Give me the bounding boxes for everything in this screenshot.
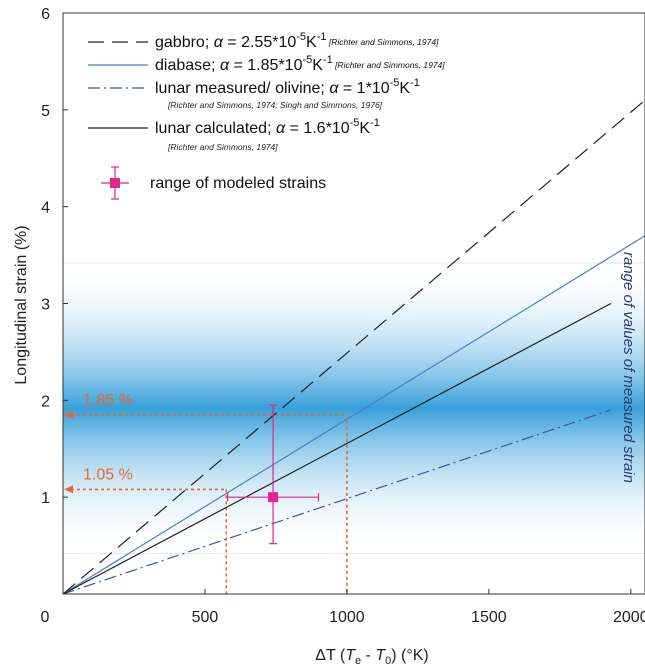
- annotation-label-0: 1.85 %: [83, 392, 133, 409]
- legend-label-lunar_measured: lunar measured/ olivine; α = 1*10-5K-1: [155, 77, 420, 97]
- legend: gabbro; α = 2.55*10-5K-1 [Richter and Si…: [88, 31, 445, 200]
- legend-label-gabbro: gabbro; α = 2.55*10-5K-1 [Richter and Si…: [155, 31, 439, 51]
- x-tick-label: 1500: [471, 609, 507, 626]
- series-line-lunar_calculated: [63, 302, 612, 594]
- guide-arrow-1: [64, 485, 73, 494]
- annotation-label-1: 1.05 %: [83, 466, 133, 483]
- y-tick-label: 3: [41, 297, 50, 314]
- modeled-strain-point: [227, 404, 320, 545]
- x-tick-label: 0: [41, 609, 50, 626]
- x-tick-label: 500: [192, 609, 219, 626]
- series-lines: [63, 99, 645, 594]
- x-axis-label: ΔT (Te - T0) (°K): [315, 647, 428, 667]
- legend-label-diabase: diabase; α = 1.85*10-5K-1 [Richter and S…: [155, 54, 445, 74]
- modeled-point-marker: [268, 492, 279, 503]
- y-tick-label: 2: [41, 393, 50, 410]
- series-line-diabase: [63, 235, 645, 594]
- legend-label-lunar_calculated: lunar calculated; α = 1.6*10-5K-1: [155, 117, 380, 137]
- band-label: range of values of measured strain: [620, 252, 637, 483]
- y-tick-label: 6: [41, 6, 50, 23]
- legend-ref-lunar_calculated: [Richter and Simmons, 1974]: [167, 142, 278, 152]
- x-tick-label: 1000: [329, 609, 365, 626]
- axes: 0 500 1000 1500 2000 1 2 3 4 5 6: [41, 6, 645, 626]
- y-axis-label: Longitudinal strain (%): [13, 225, 30, 384]
- y-tick-label: 1: [41, 490, 50, 507]
- series-line-lunar_measured: [63, 409, 612, 594]
- series-line-gabbro: [63, 99, 645, 594]
- guide-arrow-0: [64, 410, 73, 419]
- measured-strain-band: [63, 262, 645, 554]
- legend-label-point: range of modeled strains: [150, 175, 326, 192]
- legend-point-marker: [110, 178, 120, 188]
- y-tick-label: 4: [41, 200, 50, 217]
- annotation-guides: 1.85 % 1.05 %: [64, 392, 348, 594]
- legend-ref-lunar_measured: [Richter and Simmons, 1974; Singh and Si…: [167, 100, 383, 110]
- band-fill: [63, 262, 645, 554]
- y-tick-label: 5: [41, 103, 50, 120]
- x-tick-label: 2000: [613, 609, 645, 626]
